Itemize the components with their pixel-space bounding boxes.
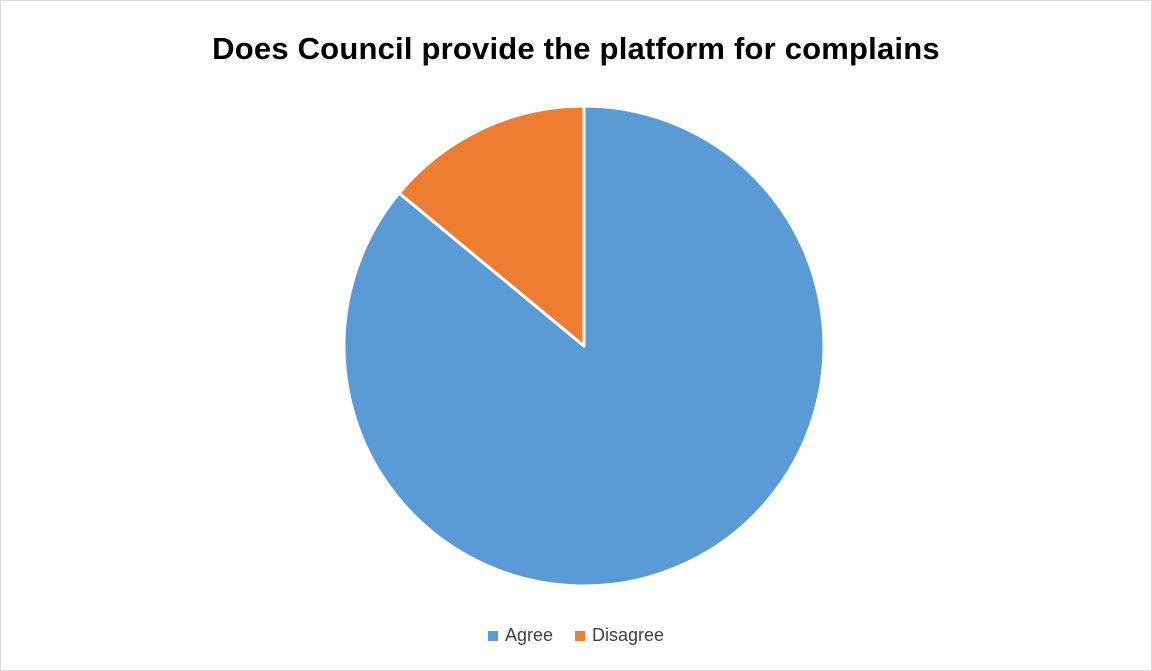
legend-swatch-disagree [575, 630, 585, 641]
legend-label-disagree: Disagree [592, 625, 665, 645]
legend-swatch-agree [487, 630, 498, 641]
legend-item-disagree[interactable]: Disagree [575, 625, 664, 646]
legend-label-agree: Agree [504, 625, 553, 645]
legend: Agree Disagree [1, 625, 1151, 646]
pie-slice-disagree[interactable] [397, 104, 586, 348]
legend-item-agree[interactable]: Agree [487, 625, 553, 646]
chart-title: Does Council provide the platform for co… [212, 31, 940, 66]
